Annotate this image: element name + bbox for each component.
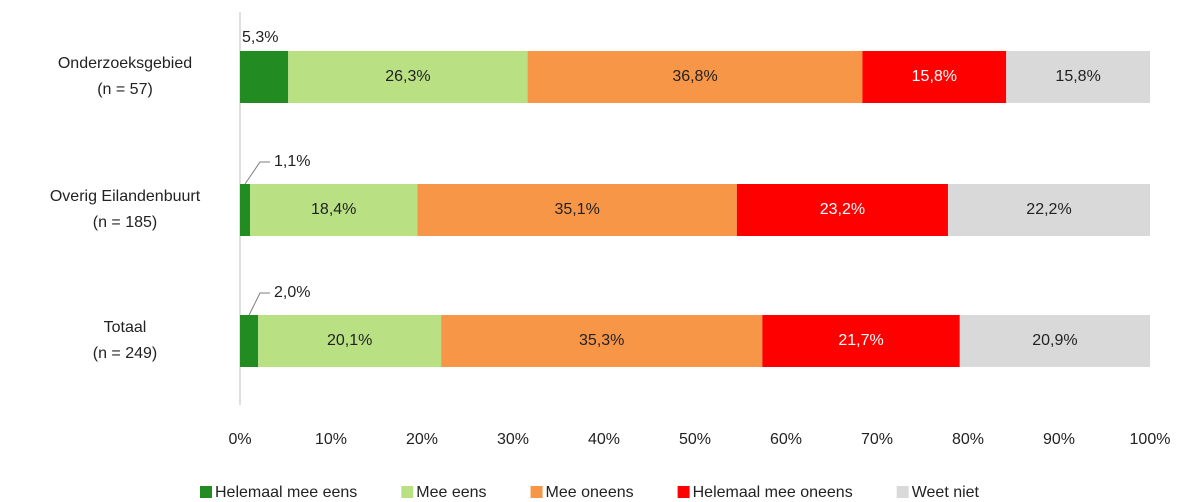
x-tick-label: 80% [952,431,984,448]
y-tick-label: Totaal (n = 249) [93,319,157,362]
bar-segment [527,51,863,103]
x-tick-label: 30% [497,431,529,448]
data-label: 26,3% [385,68,430,85]
bar-segment [240,315,259,367]
legend-label: Weet niet [912,484,980,501]
x-tick-label: 60% [770,431,802,448]
data-label: 22,2% [1026,201,1071,218]
legend-swatch [896,486,909,498]
bar-segment [288,51,528,103]
y-tick-label: Onderzoeksgebied (n = 57) [58,55,192,98]
bar-segment [240,51,289,103]
data-label: 35,1% [554,201,599,218]
bar-segment [441,315,763,367]
bar-segment [417,184,737,236]
data-label: 1,1% [274,153,310,170]
data-label: 5,3% [242,29,278,46]
bar-segment [959,315,1150,367]
bar-segment [762,315,960,367]
bar-segment [258,315,442,367]
data-label: 15,8% [912,68,957,85]
legend-swatch [677,486,690,498]
legend-swatch [401,486,414,498]
bar-segment [240,184,251,236]
x-tick-label: 100% [1130,431,1171,448]
legend-label: Mee eens [416,484,486,501]
x-tick-label: 40% [588,431,620,448]
x-tick-label: 50% [679,431,711,448]
data-label: 21,7% [838,332,883,349]
leader-line [244,161,270,185]
legend-label: Helemaal mee eens [215,484,357,501]
x-tick-label: 10% [315,431,347,448]
leader-line [248,292,270,316]
y-tick-label: Overig Eilandenbuurt (n = 185) [50,188,201,231]
data-label: 36,8% [672,68,717,85]
bar-segment [947,184,1150,236]
data-label: 2,0% [274,284,310,301]
data-label: 35,3% [579,332,624,349]
data-label: 23,2% [820,201,865,218]
legend-label: Mee oneens [546,484,634,501]
data-label: 18,4% [311,201,356,218]
legend-label: Helemaal mee oneens [693,484,853,501]
bar-segment [250,184,418,236]
data-label: 20,9% [1032,332,1077,349]
x-tick-label: 0% [228,431,251,448]
x-tick-label: 70% [861,431,893,448]
data-label: 15,8% [1055,68,1100,85]
bar-segment [862,51,1007,103]
legend-swatch [199,486,212,498]
x-tick-label: 90% [1043,431,1075,448]
legend-swatch [530,486,543,498]
x-tick-label: 20% [406,431,438,448]
bar-segment [1006,51,1150,103]
data-label: 20,1% [327,332,372,349]
bar-segment [736,184,948,236]
